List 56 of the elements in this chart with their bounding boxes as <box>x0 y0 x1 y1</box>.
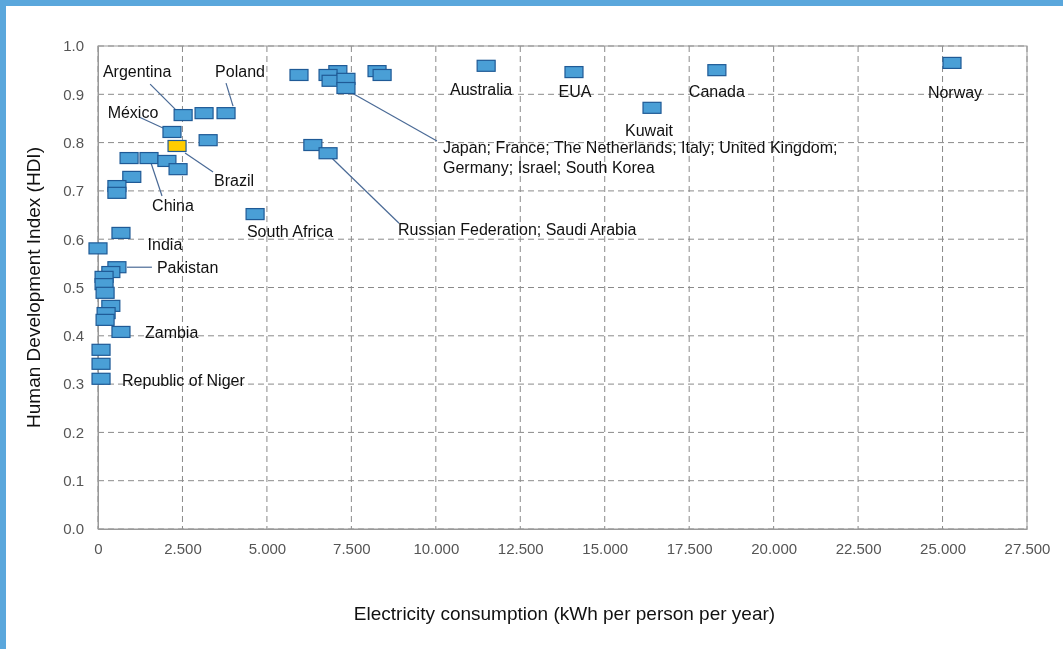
x-tick-label: 20.000 <box>751 539 798 557</box>
annotation: Pakistan <box>156 258 219 276</box>
point <box>111 226 131 240</box>
annotation: Canada <box>688 82 746 100</box>
y-tick-label: 0.9 <box>63 85 84 103</box>
x-tick-label: 2.500 <box>164 539 202 557</box>
point <box>162 125 182 139</box>
annotation: India <box>147 235 183 253</box>
y-tick-label: 0.8 <box>63 133 84 151</box>
x-tick-label: 0 <box>94 539 103 557</box>
y-tick-label: 0.1 <box>63 472 84 489</box>
y-tick-label: 0.7 <box>63 182 84 200</box>
point <box>139 151 159 165</box>
annotation: Norway <box>927 83 983 101</box>
y-tick-label: 0.6 <box>63 230 84 248</box>
x-tick-label: 25.000 <box>920 539 966 557</box>
point <box>119 151 139 165</box>
annotation: Russian Federation; Saudi Arabia <box>398 220 637 238</box>
x-tick-label: 10.000 <box>413 539 460 557</box>
annotation: Argentina <box>102 62 172 80</box>
point <box>173 108 193 122</box>
x-axis-title: Electricity consumption (kWh per person per year) <box>353 603 776 624</box>
point <box>942 56 962 70</box>
point <box>303 138 323 152</box>
point <box>245 207 265 221</box>
point <box>336 81 356 95</box>
annotation: China <box>152 196 195 214</box>
annotation: South Africa <box>246 222 334 240</box>
point <box>111 325 131 339</box>
x-tick-label: 17.500 <box>666 539 713 557</box>
y-tick-label: 1.0 <box>63 37 84 55</box>
y-axis-title: Human Development Index (HDI) <box>23 147 44 428</box>
y-tick-label: 0.3 <box>63 375 84 393</box>
annotation: México <box>107 103 159 121</box>
annotation: Japan; France; The Netherlands; Italy; United Kingdom; Germany; Israel; South Korea <box>442 138 838 177</box>
y-tick-label: 0.0 <box>63 520 84 538</box>
point <box>372 68 392 82</box>
y-tick-label: 0.4 <box>63 327 84 345</box>
x-tick-label: 5.000 <box>248 539 287 557</box>
point <box>289 68 309 82</box>
y-tick-label: 0.2 <box>63 423 84 441</box>
point <box>167 139 187 153</box>
annotation: EUA <box>558 82 592 100</box>
annotation: Poland <box>215 62 265 80</box>
annotation: Australia <box>450 81 513 99</box>
annotation: Republic of Niger <box>122 372 246 390</box>
annotation: Zambia <box>144 323 199 341</box>
x-tick-label: 27.500 <box>1004 539 1051 557</box>
point <box>564 65 584 79</box>
annotation: Brazil <box>214 171 255 189</box>
y-tick-label: 0.5 <box>63 278 84 296</box>
x-tick-label: 15.000 <box>582 539 629 557</box>
annotation: Kuwait <box>625 122 674 140</box>
x-tick-label: 12.500 <box>497 539 544 557</box>
x-tick-label: 7.500 <box>333 539 371 557</box>
x-tick-label: 22.500 <box>835 539 882 557</box>
